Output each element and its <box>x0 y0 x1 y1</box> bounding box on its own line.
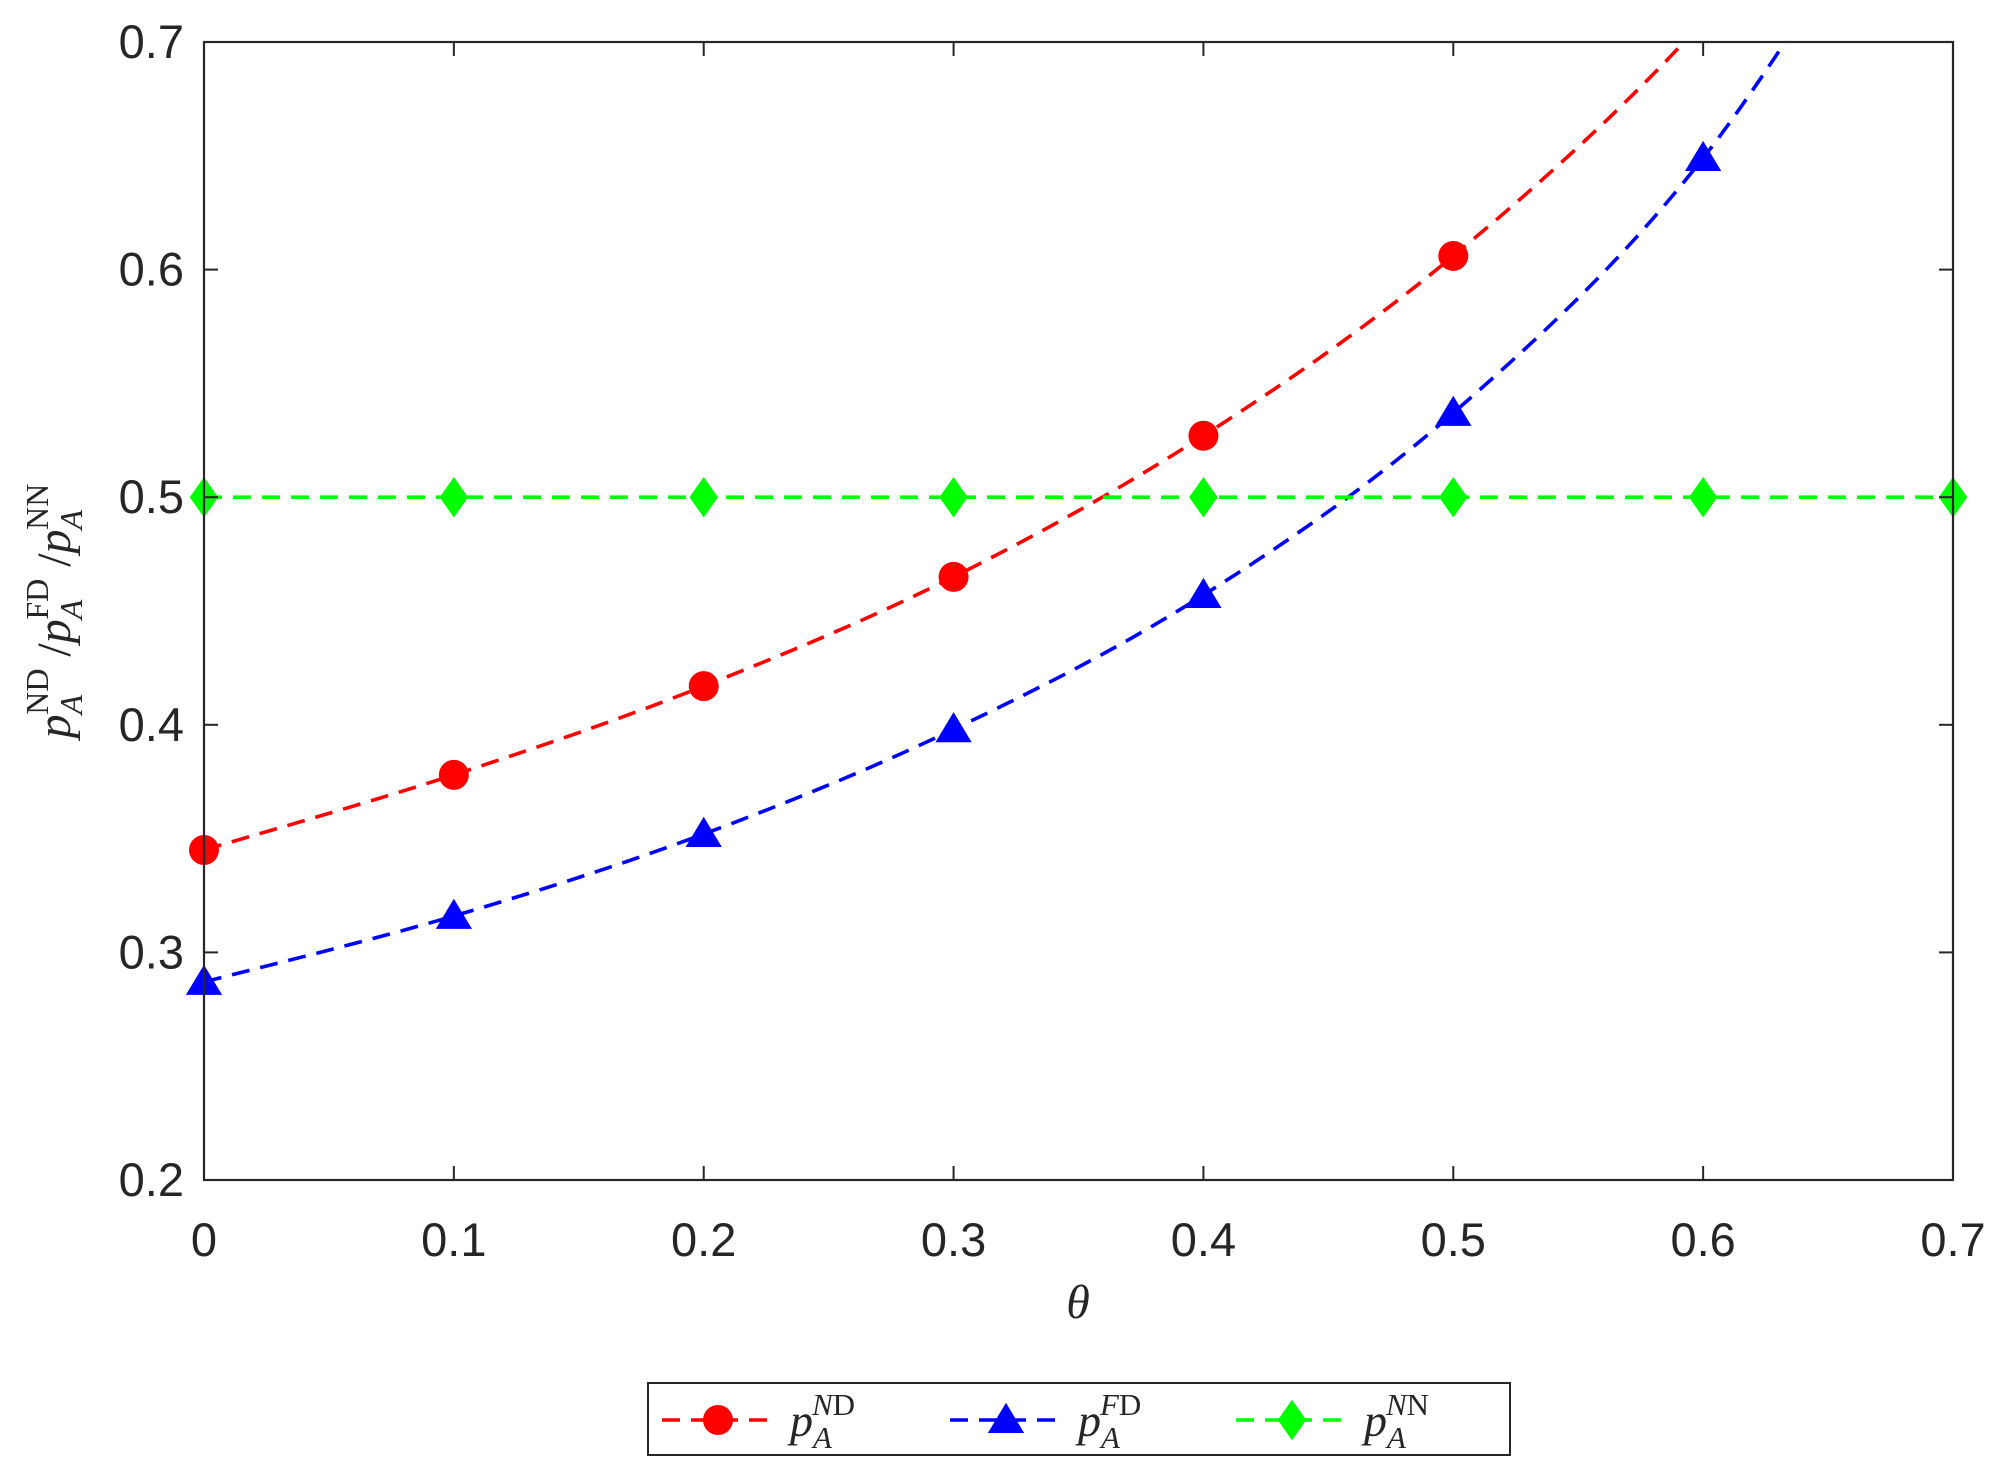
data-point-triangle <box>435 898 472 929</box>
data-point-triangle <box>1435 395 1472 426</box>
y-tick-label: 0.6 <box>119 243 184 296</box>
data-point-circle <box>938 561 969 592</box>
data-point-diamond <box>939 476 968 518</box>
x-tick-label: 0.1 <box>421 1213 486 1266</box>
data-point-diamond <box>689 476 718 518</box>
data-point-diamond <box>439 476 469 518</box>
legend: pAND pAFD pANN <box>647 1382 1511 1456</box>
plot-frame <box>202 40 1955 1182</box>
x-axis-label: θ <box>1066 1276 1090 1329</box>
legend-label-2: pAFD <box>1075 1387 1141 1455</box>
marker-layer <box>185 140 1968 995</box>
x-tick-label: 0.3 <box>921 1213 986 1266</box>
y-tick-label: 0.4 <box>119 698 184 751</box>
data-point-triangle <box>685 816 722 847</box>
series-line-1 <box>204 42 1687 852</box>
x-tick-label: 0.2 <box>671 1213 736 1266</box>
y-axis-label: pAND /pAFD /pANN <box>19 484 89 742</box>
legend-label-1: pAND <box>787 1387 855 1455</box>
x-tick-label: 0.5 <box>1421 1213 1486 1266</box>
x-tick-label: 0 <box>191 1213 217 1266</box>
legend-marker-diamond <box>1277 1399 1307 1441</box>
y-tick-label: 0.5 <box>119 470 184 523</box>
y-tick-label: 0.3 <box>119 925 184 978</box>
x-tick-label: 0.4 <box>1171 1213 1236 1266</box>
data-point-circle <box>1438 240 1469 271</box>
data-point-diamond <box>1439 476 1468 518</box>
y-axis-label-group: pAND /pAFD /pANN <box>19 484 89 742</box>
data-point-triangle <box>1185 577 1222 609</box>
x-tick-label: 0.7 <box>1920 1213 1985 1266</box>
data-point-circle <box>438 759 469 790</box>
tick-layer: 0 0.1 0.2 0.3 0.4 0.5 0.6 0.7 0.2 0.3 0.4 0.5 0.6 0.7 <box>119 15 1986 1266</box>
y-axis-label-text: pAND /pAFD /pANN <box>19 484 89 742</box>
data-point-diamond <box>1688 476 1718 518</box>
data-point-diamond <box>1189 476 1218 518</box>
legend-box <box>647 1382 1511 1456</box>
data-point-triangle <box>1685 140 1722 172</box>
legend-marker-circle <box>703 1405 733 1435</box>
y-tick-label: 0.7 <box>119 15 184 68</box>
x-tick-label: 0.6 <box>1670 1213 1735 1266</box>
legend-label-3: pANN <box>1361 1387 1429 1455</box>
data-point-circle <box>688 671 719 702</box>
data-point-triangle <box>935 712 972 743</box>
y-tick-label: 0.2 <box>119 1153 184 1206</box>
legend-marker-triangle <box>987 1402 1025 1433</box>
data-point-circle <box>1188 420 1219 451</box>
